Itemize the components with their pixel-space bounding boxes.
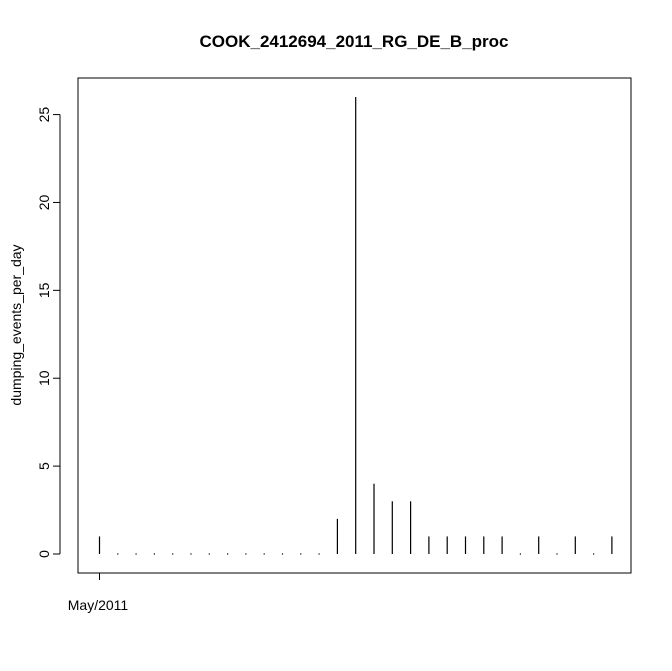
y-axis: 0 5 10 15 20 25 (36, 107, 61, 558)
y-axis-label: dumping_events_per_day (8, 244, 24, 405)
y-tick-label: 10 (36, 370, 52, 386)
chart-title: COOK_2412694_2011_RG_DE_B_proc (199, 32, 508, 51)
y-tick-label: 20 (36, 194, 52, 210)
bar-series (98, 97, 613, 555)
y-tick-label: 15 (36, 282, 52, 298)
plot-area-border (77, 77, 632, 574)
y-tick-label: 5 (36, 462, 52, 470)
x-axis: May/2011 (68, 573, 129, 613)
y-tick-label: 25 (36, 107, 52, 123)
y-tick-label: 0 (36, 550, 52, 558)
x-tick-label: May/2011 (68, 597, 129, 613)
